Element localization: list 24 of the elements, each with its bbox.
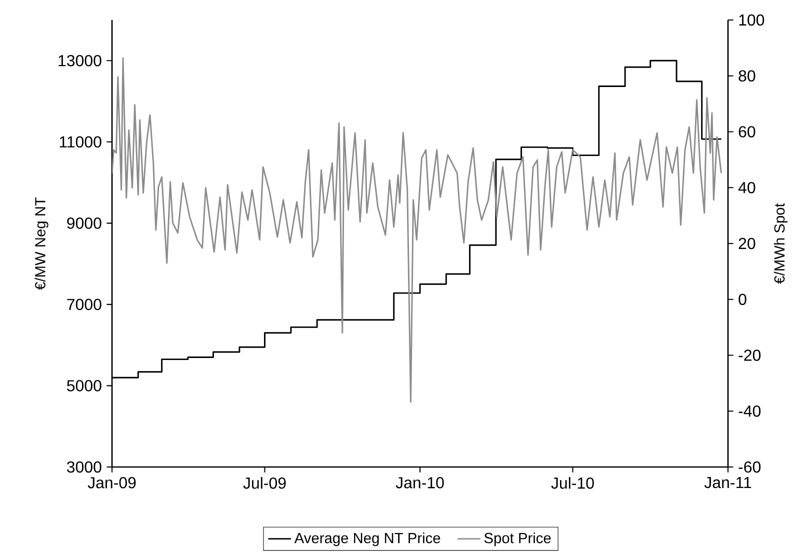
y-tick-label: 11000 bbox=[60, 136, 102, 148]
x-tick-label: Jan-10 bbox=[396, 477, 444, 488]
y2-axis-title: €/MWh Spot bbox=[774, 203, 788, 284]
y2-tick-label: 80 bbox=[738, 70, 756, 82]
y2-tick-label: 60 bbox=[738, 126, 756, 138]
y2-tick-label: -60 bbox=[738, 461, 761, 473]
x-tick-label: Jul-10 bbox=[551, 477, 594, 489]
legend-label: Spot Price bbox=[484, 532, 551, 546]
y2-tick-label: 20 bbox=[738, 238, 756, 250]
y-tick-label: 3000 bbox=[66, 461, 102, 473]
y2-tick-label: -40 bbox=[738, 405, 761, 417]
y-axis-title: €/MW Neg NT bbox=[34, 197, 48, 290]
y-tick-label: 13000 bbox=[58, 54, 102, 66]
y2-tick-label: 40 bbox=[738, 182, 756, 194]
x-tick-label: Jul-09 bbox=[243, 477, 286, 489]
y2-tick-label: 100 bbox=[739, 14, 764, 26]
y-tick-label: 5000 bbox=[67, 380, 102, 392]
y2-tick-label: 0 bbox=[738, 294, 746, 306]
x-tick-label: Jan-09 bbox=[88, 477, 136, 488]
x-tick-label: Jan-11 bbox=[704, 477, 752, 488]
legend-label: Average Neg NT Price bbox=[294, 532, 440, 546]
y-tick-label: 9000 bbox=[67, 218, 102, 229]
y2-tick-label: -20 bbox=[738, 350, 761, 361]
y-tick-label: 7000 bbox=[67, 298, 102, 310]
